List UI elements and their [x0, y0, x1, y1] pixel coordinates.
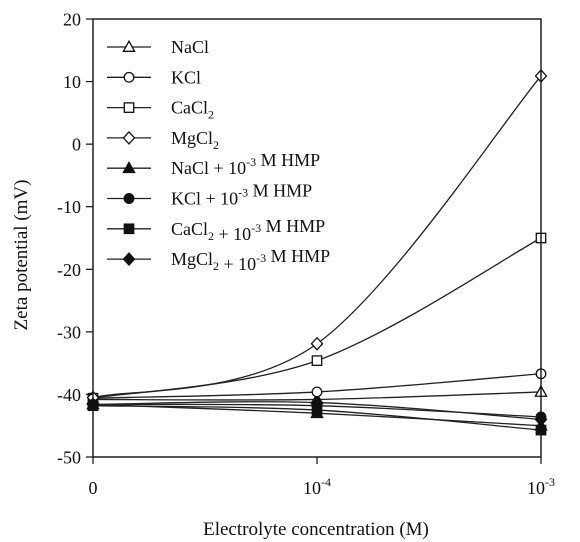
- legend-item: MgCl2 + 10-3 M HMP: [107, 246, 330, 274]
- x-tick-label: 0: [89, 478, 98, 498]
- data-point-circle-open: [311, 386, 323, 398]
- legend-item: KCl: [107, 67, 201, 87]
- x-axis-label: Electrolyte concentration (M): [203, 519, 429, 540]
- legend-label: MgCl2 + 10-3 M HMP: [171, 246, 330, 274]
- data-point-diamond-filled: [310, 395, 324, 410]
- y-tick-label: 10: [63, 72, 81, 92]
- legend-item: NaCl + 10-3 M HMP: [107, 150, 320, 178]
- legend-marker: [122, 39, 136, 52]
- data-point-diamond-open: [310, 336, 324, 351]
- legend-item: CaCl2 + 10-3 M HMP: [107, 216, 325, 244]
- legend-label: NaCl + 10-3 M HMP: [171, 150, 320, 178]
- axes: 20 10 0 -10 -20 -30 -40 -50 0 10-4 10-3: [57, 10, 555, 499]
- legend-marker: [122, 161, 136, 174]
- legend-item: NaCl: [107, 37, 209, 57]
- y-tick-label: -10: [57, 197, 81, 217]
- legend-marker: [122, 252, 136, 267]
- y-tick-label: 0: [72, 135, 81, 155]
- y-tick-label: -20: [57, 260, 81, 280]
- legend-marker: [123, 223, 135, 235]
- y-axis-label: Zeta potential (mV): [11, 180, 32, 331]
- legend-label: MgCl2: [171, 128, 219, 152]
- legend-marker: [122, 130, 136, 145]
- legend-item: KCl + 10-3 M HMP: [107, 181, 312, 209]
- legend-marker: [123, 71, 135, 83]
- y-tick-label: -30: [57, 322, 81, 342]
- legend-label: KCl + 10-3 M HMP: [171, 181, 312, 209]
- legend-label: KCl: [171, 67, 201, 87]
- legend-item: CaCl2: [107, 98, 214, 122]
- data-point-square-open: [311, 355, 323, 366]
- x-tick-label: 10-4: [303, 475, 331, 498]
- legend-label: NaCl: [171, 37, 209, 57]
- y-tick-label: 20: [63, 10, 81, 30]
- series-line-4: [92, 75, 542, 399]
- legend-item: MgCl2: [107, 128, 219, 152]
- y-tick-label: -40: [57, 385, 81, 405]
- legend-label: CaCl2 + 10-3 M HMP: [171, 216, 325, 244]
- y-tick-label: -50: [57, 448, 81, 468]
- legend-label: CaCl2: [171, 98, 214, 122]
- legend-marker: [123, 102, 135, 113]
- x-tick-label: 10-3: [527, 475, 555, 498]
- legend-marker: [123, 193, 135, 204]
